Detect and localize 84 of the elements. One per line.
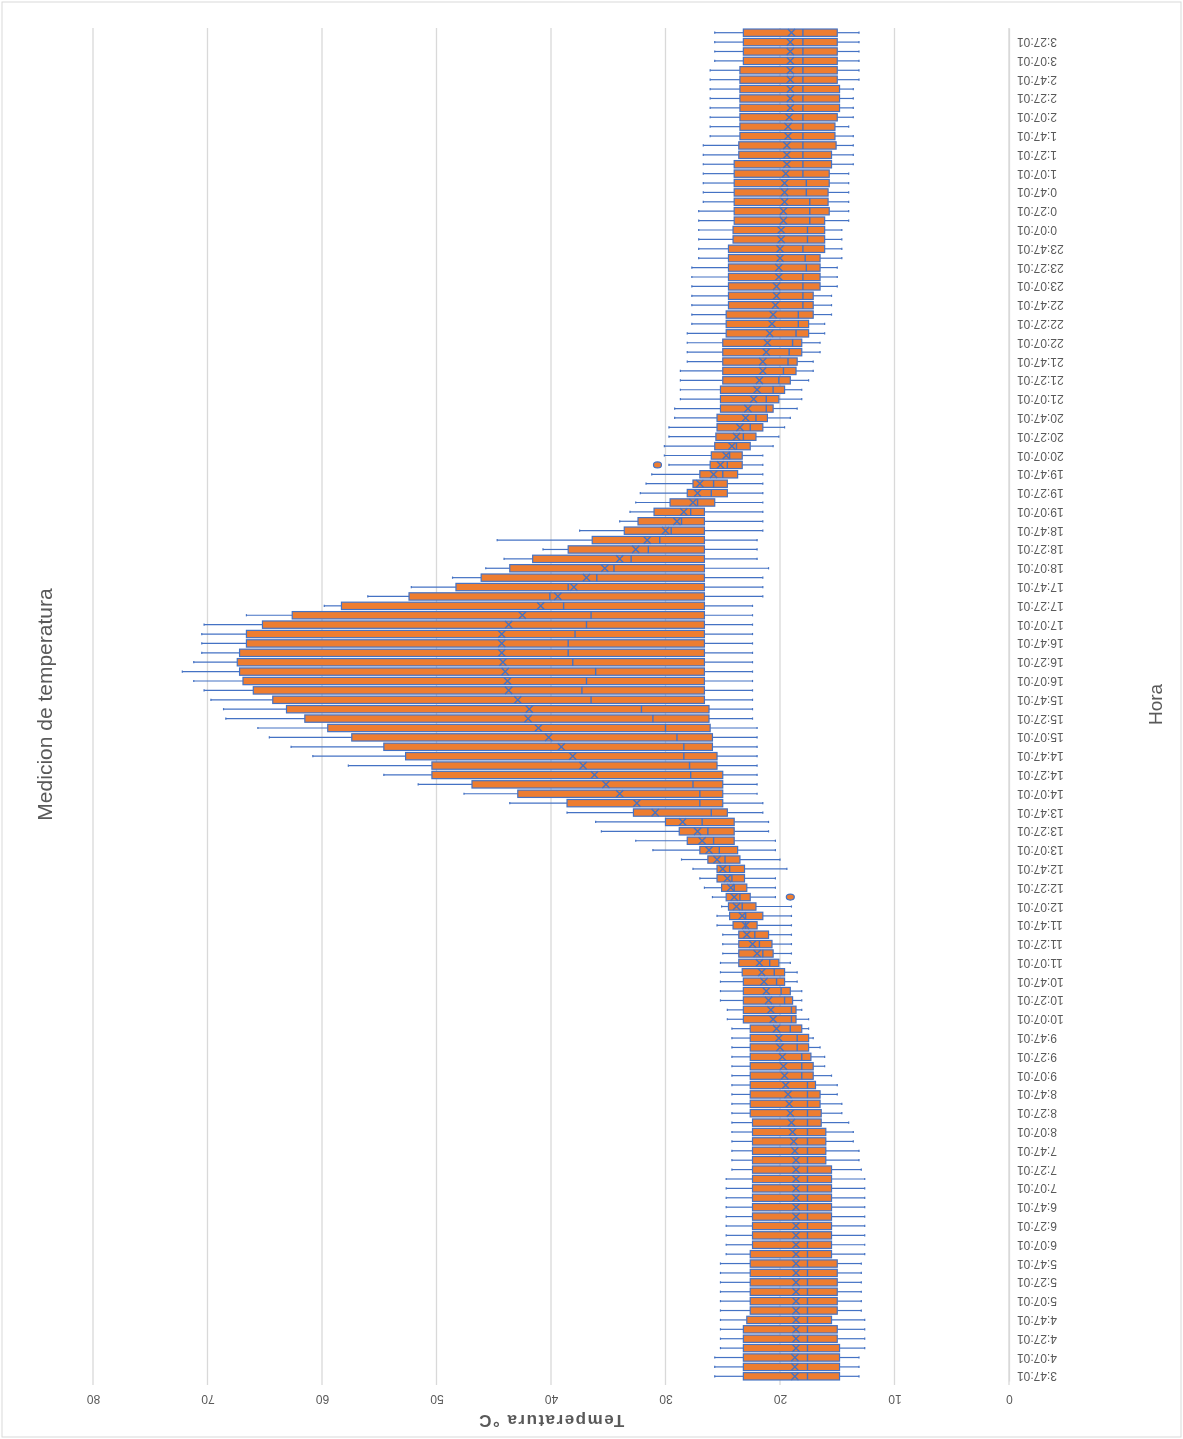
y-tick-label: 14:27:01 — [1016, 767, 1064, 782]
y-tick-label: 21:27:01 — [1016, 373, 1064, 388]
y-tick-label: 6:27:01 — [1016, 1218, 1058, 1233]
y-tick-label: 20:27:01 — [1016, 429, 1064, 444]
y-tick-label: 6:07:01 — [1016, 1237, 1058, 1252]
y-tick-label: 8:47:01 — [1016, 1087, 1058, 1102]
y-tick-label: 20:47:01 — [1016, 410, 1064, 425]
y-axis-title: Hora — [1145, 683, 1166, 726]
x-tick-label: 70 — [201, 1392, 215, 1406]
y-tick-label: 2:47:01 — [1016, 72, 1058, 87]
y-tick-label: 9:07:01 — [1016, 1068, 1058, 1083]
y-tick-label: 20:07:01 — [1016, 448, 1064, 463]
y-tick-label: 18:27:01 — [1016, 542, 1064, 557]
y-tick-label: 1:27:01 — [1016, 147, 1058, 162]
y-tick-label: 7:47:01 — [1016, 1143, 1058, 1158]
y-tick-label: 1:07:01 — [1016, 166, 1058, 181]
x-tick-label: 80 — [86, 1392, 101, 1406]
y-tick-label: 9:47:01 — [1016, 1031, 1058, 1046]
y-tick-label: 19:07:01 — [1016, 504, 1064, 519]
y-tick-label: 16:47:01 — [1016, 636, 1064, 651]
y-tick-label: 13:27:01 — [1016, 824, 1064, 839]
x-tick-label: 60 — [315, 1392, 330, 1406]
y-tick-label: 16:07:01 — [1016, 674, 1064, 689]
y-tick-label: 15:07:01 — [1016, 730, 1064, 745]
text: Medicion de temperatura — [33, 588, 56, 821]
y-tick-label: 16:27:01 — [1016, 655, 1064, 670]
y-tick-label: 10:27:01 — [1016, 993, 1064, 1008]
y-tick-label: 3:47:01 — [1016, 1369, 1058, 1384]
y-tick-label: 5:27:01 — [1016, 1275, 1058, 1290]
y-tick-label: 22:27:01 — [1016, 316, 1064, 331]
y-tick-label: 8:07:01 — [1016, 1125, 1058, 1140]
y-tick-label: 2:27:01 — [1016, 91, 1058, 106]
y-tick-label: 4:07:01 — [1016, 1350, 1058, 1365]
y-tick-label: 23:47:01 — [1016, 241, 1064, 256]
y-tick-label: 18:07:01 — [1016, 561, 1064, 576]
y-tick-label: 14:07:01 — [1016, 786, 1064, 801]
y-tick-label: 2:07:01 — [1016, 110, 1058, 125]
y-tick-label: 12:07:01 — [1016, 899, 1064, 914]
y-tick-label: 3:07:01 — [1016, 53, 1058, 68]
y-tick-label: 0:47:01 — [1016, 185, 1058, 200]
y-tick-label: 1:47:01 — [1016, 129, 1058, 144]
y-tick-label: 5:47:01 — [1016, 1256, 1058, 1271]
y-tick-label: 21:07:01 — [1016, 392, 1064, 407]
y-tick-label: 7:07:01 — [1016, 1181, 1058, 1196]
y-tick-label: 17:47:01 — [1016, 580, 1064, 595]
y-tick-label: 5:07:01 — [1016, 1294, 1058, 1309]
y-tick-label: 4:47:01 — [1016, 1312, 1058, 1327]
y-tick-label: 4:27:01 — [1016, 1331, 1058, 1346]
y-tick-label: 13:47:01 — [1016, 805, 1064, 820]
y-tick-label: 15:47:01 — [1016, 692, 1064, 707]
y-tick-label: 12:27:01 — [1016, 880, 1064, 895]
x-axis-title: Temperatura °C — [477, 1411, 625, 1430]
y-tick-label: 22:07:01 — [1016, 335, 1064, 350]
y-tick-label: 7:27:01 — [1016, 1162, 1058, 1177]
y-tick-label: 9:27:01 — [1016, 1049, 1058, 1064]
y-tick-label: 23:07:01 — [1016, 279, 1064, 294]
y-tick-label: 10:07:01 — [1016, 1012, 1064, 1027]
y-tick-label: 22:47:01 — [1016, 298, 1064, 313]
y-tick-label: 19:47:01 — [1016, 467, 1064, 482]
y-tick-label: 11:27:01 — [1016, 937, 1063, 952]
y-tick-label: 15:27:01 — [1016, 711, 1064, 726]
y-tick-label: 6:47:01 — [1016, 1200, 1058, 1215]
x-tick-label: 10 — [888, 1392, 902, 1406]
y-tick-label: 17:27:01 — [1016, 598, 1064, 613]
y-tick-label: 12:47:01 — [1016, 861, 1064, 876]
y-tick-label: 11:47:01 — [1016, 918, 1063, 933]
y-tick-label: 3:27:01 — [1016, 35, 1058, 50]
y-tick-label: 17:07:01 — [1016, 617, 1064, 632]
y-tick-label: 19:27:01 — [1016, 486, 1064, 501]
x-tick-label: 0 — [1005, 1392, 1013, 1406]
y-tick-label: 23:27:01 — [1016, 260, 1064, 275]
x-tick-label: 40 — [544, 1392, 559, 1406]
y-tick-label: 8:27:01 — [1016, 1106, 1058, 1121]
y-tick-label: 21:47:01 — [1016, 354, 1064, 369]
y-tick-label: 11:07:01 — [1016, 955, 1063, 970]
y-tick-label: 13:07:01 — [1016, 843, 1064, 858]
x-tick-label: 30 — [659, 1392, 673, 1406]
y-tick-label: 10:47:01 — [1016, 974, 1064, 989]
y-tick-label: 0:07:01 — [1016, 223, 1058, 238]
x-tick-label: 20 — [773, 1392, 788, 1406]
y-tick-label: 0:27:01 — [1016, 204, 1058, 219]
y-tick-label: 18:47:01 — [1016, 523, 1064, 538]
y-tick-label: 14:47:01 — [1016, 749, 1064, 764]
x-tick-label: 50 — [430, 1392, 444, 1406]
